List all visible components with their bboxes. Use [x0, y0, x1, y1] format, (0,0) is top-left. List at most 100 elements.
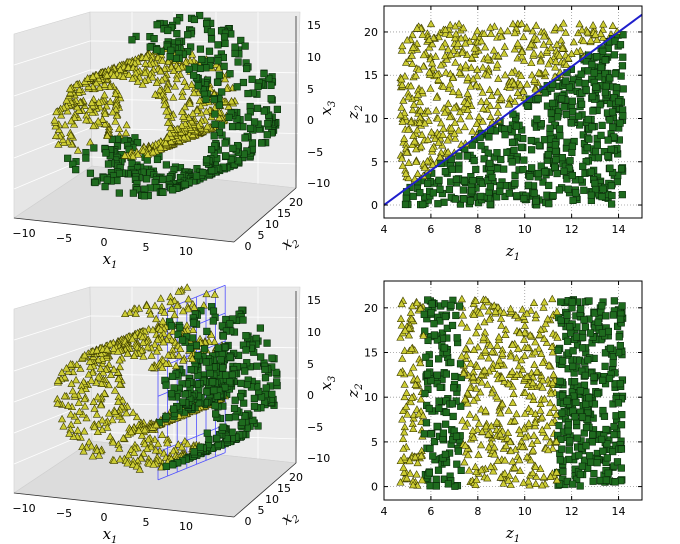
square-point	[594, 390, 602, 398]
square-point	[258, 139, 266, 147]
square-point	[571, 413, 579, 421]
triangle-point	[451, 29, 461, 38]
triangle-point	[551, 57, 560, 65]
square-point	[210, 132, 218, 140]
square-point	[602, 476, 610, 484]
triangle-point	[456, 33, 466, 42]
triangle-point	[552, 40, 561, 48]
square-point	[422, 419, 431, 427]
triangle-point	[401, 58, 411, 66]
square-point	[500, 165, 508, 173]
square-point	[533, 115, 541, 123]
square-point	[548, 99, 557, 108]
triangle-point	[493, 101, 503, 109]
square-point	[523, 102, 532, 110]
z-tick-label: 5	[307, 83, 314, 96]
square-point	[563, 397, 571, 405]
square-point	[597, 63, 605, 71]
square-point	[128, 36, 136, 44]
triangle-point	[444, 84, 453, 92]
triangle-point	[439, 124, 448, 132]
square-point	[606, 344, 615, 352]
square-point	[537, 162, 545, 170]
triangle-point	[408, 43, 418, 51]
square-point	[593, 53, 601, 61]
square-point	[211, 120, 219, 128]
triangle-point	[463, 73, 473, 81]
square-point	[586, 329, 595, 337]
square-point	[537, 120, 545, 128]
square-point	[206, 369, 214, 378]
square-point	[187, 365, 195, 374]
square-point	[104, 160, 113, 168]
square-point	[184, 31, 192, 39]
square-point	[209, 307, 218, 315]
square-point	[582, 442, 590, 450]
triangle-point	[396, 110, 405, 119]
square-point	[582, 423, 591, 432]
square-point	[559, 357, 567, 365]
square-point	[609, 123, 617, 131]
triangle-point	[527, 40, 536, 48]
square-point	[599, 376, 607, 384]
triangle-point	[517, 71, 526, 80]
square-point	[460, 195, 468, 203]
triangle-point	[465, 336, 474, 345]
square-point	[267, 81, 275, 90]
triangle-point	[461, 39, 470, 47]
square-point	[72, 166, 80, 174]
square-point	[115, 189, 123, 197]
triangle-point	[564, 54, 573, 62]
triangle-point	[413, 125, 422, 134]
triangle-point	[561, 28, 570, 36]
square-point	[540, 136, 549, 144]
square-point	[416, 188, 424, 197]
square-point	[618, 191, 626, 199]
triangle-point	[542, 432, 551, 441]
x-tick-label: 4	[381, 505, 388, 518]
triangle-point	[480, 328, 490, 336]
triangle-point	[478, 117, 487, 125]
square-point	[455, 152, 463, 160]
triangle-point	[500, 49, 509, 57]
square-point	[578, 344, 587, 352]
triangle-point	[483, 70, 492, 79]
triangle-point	[509, 389, 518, 398]
triangle-point	[445, 30, 454, 39]
square-point	[610, 430, 618, 439]
z-tick-label: 10	[307, 51, 321, 64]
triangle-point	[445, 112, 454, 121]
square-point	[162, 462, 170, 470]
square-point	[432, 475, 440, 483]
square-point	[263, 339, 271, 347]
triangle-point	[449, 103, 459, 112]
z-tick-label: 15	[307, 19, 321, 32]
square-point	[250, 402, 259, 410]
square-point	[519, 165, 527, 174]
square-point	[192, 341, 201, 349]
square-point	[472, 165, 480, 174]
triangle-point	[517, 47, 527, 56]
square-point	[444, 480, 452, 488]
triangle-point	[466, 82, 475, 90]
triangle-point	[431, 134, 440, 142]
square-point	[602, 425, 610, 434]
square-point	[578, 462, 586, 470]
square-point	[607, 145, 615, 153]
square-point	[440, 344, 448, 352]
square-point	[549, 192, 557, 200]
square-point	[597, 131, 605, 139]
square-point	[451, 195, 460, 203]
triangle-point	[463, 105, 472, 113]
triangle-point	[443, 136, 452, 144]
triangle-point	[494, 51, 503, 60]
square-point	[598, 121, 606, 129]
square-point	[113, 176, 121, 185]
triangle-point	[558, 44, 567, 52]
square-point	[453, 334, 461, 342]
triangle-point	[400, 380, 409, 388]
triangle-point	[493, 341, 502, 349]
square-point	[441, 300, 449, 308]
square-point	[451, 372, 459, 381]
square-point	[173, 29, 181, 38]
